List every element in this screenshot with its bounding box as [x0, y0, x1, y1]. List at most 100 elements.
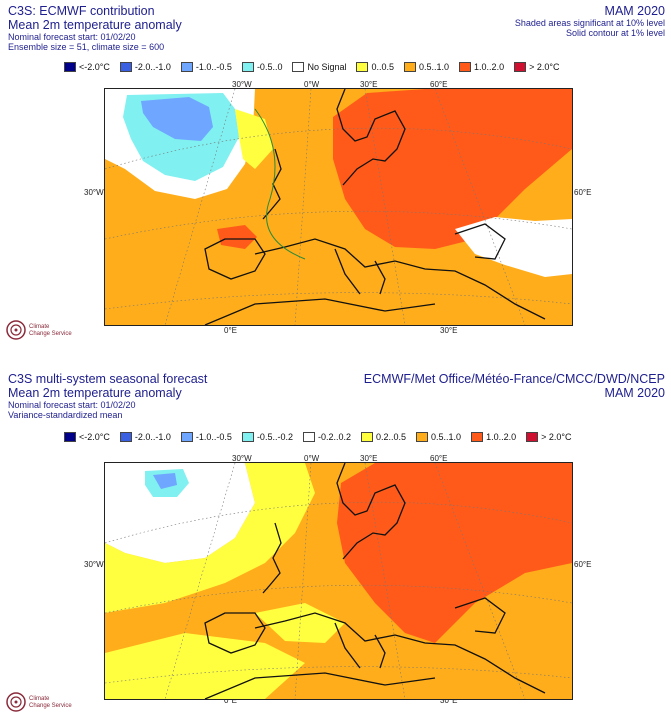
- legend-swatch: [514, 62, 527, 72]
- cold-anomaly-area: [141, 97, 213, 141]
- legend-item: 1.0..2.0: [459, 62, 504, 72]
- lon-label: 0°E: [224, 326, 237, 335]
- legend-item: 1.0..2.0: [471, 432, 516, 442]
- legend-swatch: [64, 432, 76, 442]
- legend-swatch: [471, 432, 484, 442]
- legend-item: -2.0..-1.0: [119, 432, 171, 442]
- copernicus-logo: Climate Change Service: [5, 318, 85, 348]
- color-legend: <-2.0°C -2.0..-1.0 -1.0..-0.5 -0.5..0 No…: [64, 62, 569, 72]
- legend-label: 0.5..1.0: [431, 432, 462, 442]
- multisystem-forecast-panel: C3S multi-system seasonal forecast Mean …: [0, 368, 671, 723]
- panel-header-left: C3S: ECMWF contribution Mean 2m temperat…: [8, 4, 182, 52]
- panel-header-left: C3S multi-system seasonal forecast Mean …: [8, 372, 207, 420]
- legend-swatch: [361, 432, 373, 442]
- graticule: [105, 463, 572, 699]
- lon-label: 30°E: [360, 454, 378, 463]
- legend-item: -0.2..0.2: [302, 432, 351, 442]
- legend-label: 1.0..2.0: [474, 62, 505, 72]
- legend-item: -0.5..0: [241, 62, 283, 72]
- legend-swatch: [241, 62, 254, 72]
- legend-swatch: [356, 62, 369, 72]
- panel-header-right: ECMWF/Met Office/Météo-France/CMCC/DWD/N…: [364, 372, 665, 400]
- weak-warm-area: [235, 109, 273, 169]
- logo-icon: [6, 320, 26, 340]
- lon-label: 0°E: [224, 696, 237, 705]
- ecmwf-forecast-panel: C3S: ECMWF contribution Mean 2m temperat…: [0, 0, 671, 355]
- legend-label: <-2.0°C: [79, 62, 110, 72]
- forecast-period: MAM 2020: [604, 386, 665, 400]
- legend-label: 0.2..0.5: [376, 432, 407, 442]
- lon-label: 30°W: [232, 454, 252, 463]
- legend-swatch: [404, 62, 417, 72]
- legend-item: No Signal: [292, 62, 346, 72]
- legend-label: No Signal: [307, 62, 347, 72]
- legend-item: -2.0..-1.0: [119, 62, 171, 72]
- legend-label: -0.5..-0.2: [256, 432, 293, 442]
- legend-label: -2.0..-1.0: [134, 432, 171, 442]
- lon-label: 30°E: [440, 696, 458, 705]
- legend-swatch: [119, 432, 132, 442]
- logo-line1: Climate: [29, 324, 50, 330]
- logo-text: Climate Change Service: [29, 324, 72, 338]
- lat-label: 30°W: [84, 188, 104, 197]
- method-note: Variance-standardized mean: [8, 410, 123, 420]
- legend-label: 0.5..1.0: [419, 62, 450, 72]
- legend-item: -0.5..-0.2: [241, 432, 293, 442]
- legend-label: -0.2..0.2: [317, 432, 351, 442]
- legend-item: 0.2..0.5: [361, 432, 406, 442]
- logo-line2: Change Service: [29, 703, 72, 709]
- legend-label: -0.5..0: [256, 62, 283, 72]
- significance-contour: [254, 108, 306, 260]
- lat-label: 30°W: [84, 560, 104, 569]
- legend-item: -1.0..-0.5: [180, 432, 232, 442]
- strong-warm-area: [333, 89, 572, 249]
- legend-swatch: [180, 62, 193, 72]
- no-signal-east: [455, 217, 572, 277]
- legend-swatch: [416, 432, 429, 442]
- legend-label: -2.0..-1.0: [134, 62, 171, 72]
- legend-item: 0.5..1.0: [404, 62, 449, 72]
- legend-label: <-2.0°C: [79, 432, 110, 442]
- legend-label: 0..0.5: [371, 62, 395, 72]
- legend-item: > 2.0°C: [526, 432, 571, 442]
- forecast-start: Nominal forecast start: 01/02/20: [8, 400, 136, 410]
- legend-swatch: [64, 62, 76, 72]
- panel-subtitle: Mean 2m temperature anomaly: [8, 18, 182, 32]
- lon-label: 30°W: [232, 80, 252, 89]
- legend-item: <-2.0°C: [64, 432, 110, 442]
- legend-swatch: [241, 432, 254, 442]
- ensemble-size: Ensemble size = 51, climate size = 600: [8, 42, 165, 52]
- lon-label: 60°E: [430, 80, 448, 89]
- legend-swatch: [292, 62, 305, 72]
- providers: ECMWF/Met Office/Météo-France/CMCC/DWD/N…: [363, 372, 665, 386]
- legend-label: > 2.0°C: [529, 62, 560, 72]
- legend-swatch: [302, 432, 315, 442]
- legend-label: -1.0..-0.5: [195, 62, 232, 72]
- warm-spot-iberia: [217, 225, 257, 249]
- anomaly-map: [104, 462, 573, 700]
- neutral-area: [105, 463, 255, 563]
- logo-line1: Climate: [29, 696, 50, 702]
- legend-swatch: [119, 62, 132, 72]
- panel-title: C3S: ECMWF contribution: [8, 4, 155, 18]
- lat-label: 60°E: [574, 188, 592, 197]
- panel-header-right: MAM 2020 Shaded areas significant at 10%…: [515, 4, 665, 38]
- strong-warm-area: [337, 463, 572, 643]
- legend-swatch: [526, 432, 539, 442]
- legend-item: 0.5..1.0: [416, 432, 461, 442]
- logo-icon: [6, 692, 26, 712]
- lon-label: 30°E: [360, 80, 378, 89]
- weak-warm-south: [105, 633, 305, 699]
- legend-label: 1.0..2.0: [486, 432, 517, 442]
- legend-swatch: [180, 432, 193, 442]
- lon-label: 60°E: [430, 454, 448, 463]
- legend-item: -1.0..-0.5: [180, 62, 232, 72]
- legend-item: > 2.0°C: [514, 62, 559, 72]
- legend-item: 0..0.5: [356, 62, 394, 72]
- forecast-period: MAM 2020: [604, 4, 665, 18]
- lon-label: 0°W: [304, 80, 320, 89]
- panel-title: C3S multi-system seasonal forecast: [8, 372, 208, 386]
- cold-anomaly-area: [153, 473, 177, 489]
- logo-text: Climate Change Service: [29, 696, 72, 710]
- legend-item: <-2.0°C: [64, 62, 110, 72]
